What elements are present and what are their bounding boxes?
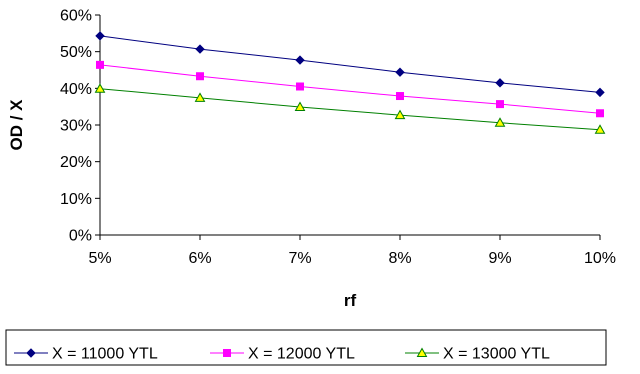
y-tick-label: 50% [60,44,92,61]
data-point [396,92,404,101]
legend-item: X = 11000 YTL [14,346,158,363]
y-tick-label: 0% [69,228,92,245]
y-tick-label: 40% [60,81,92,98]
data-point [195,44,205,54]
series-layer [94,31,606,134]
series-line [99,35,601,93]
data-point [96,60,104,69]
x-tick-label: 5% [88,250,111,267]
y-tick-label: 60% [60,8,92,25]
legend-item: X = 12000 YTL [210,346,355,363]
y-axis-ticks: 0% 10% 20% 30% 40% 50% 60% [60,8,100,245]
data-point [94,83,106,93]
data-point [495,78,505,88]
data-point [595,87,605,98]
x-tick-label: 10% [584,250,616,267]
x-tick-label: 7% [288,250,311,267]
legend-marker [26,348,36,358]
x-tick-label: 8% [388,250,411,267]
legend-item: X = 13000 YTL [405,346,550,363]
series-1 [95,31,605,98]
data-point [95,31,105,41]
legend-label: X = 12000 YTL [248,346,355,363]
data-point [494,117,506,127]
data-point [594,124,606,134]
series-line [99,64,601,114]
y-tick-label: 20% [60,154,92,171]
legend-marker [223,349,231,357]
series-3 [94,83,606,134]
legend-box [5,329,607,366]
x-axis-title: rf [344,291,357,310]
legend-items: X = 11000 YTL X = 12000 YTL X = 13000 YTL [14,346,550,363]
data-point [194,92,206,102]
x-axis-ticks: 5% 6% 7% 8% 9% 10% [88,235,616,267]
data-point [496,100,504,109]
series-line [99,88,601,131]
data-point [296,82,304,91]
data-point [294,101,306,112]
x-tick-label: 9% [488,250,511,267]
legend-label: X = 11000 YTL [52,346,158,363]
legend-marker [416,347,428,357]
series-2 [96,60,604,118]
legend: X = 11000 YTL X = 12000 YTL X = 13000 YTL [5,329,607,366]
legend-label: X = 13000 YTL [443,346,550,363]
data-point [394,109,406,120]
data-point [295,55,305,65]
data-point [395,67,405,77]
data-point [196,72,204,81]
data-point [596,109,604,118]
y-tick-label: 30% [60,118,92,135]
x-tick-label: 6% [188,250,211,267]
y-tick-label: 10% [60,191,92,208]
y-axis-title: OD / X [7,99,26,151]
